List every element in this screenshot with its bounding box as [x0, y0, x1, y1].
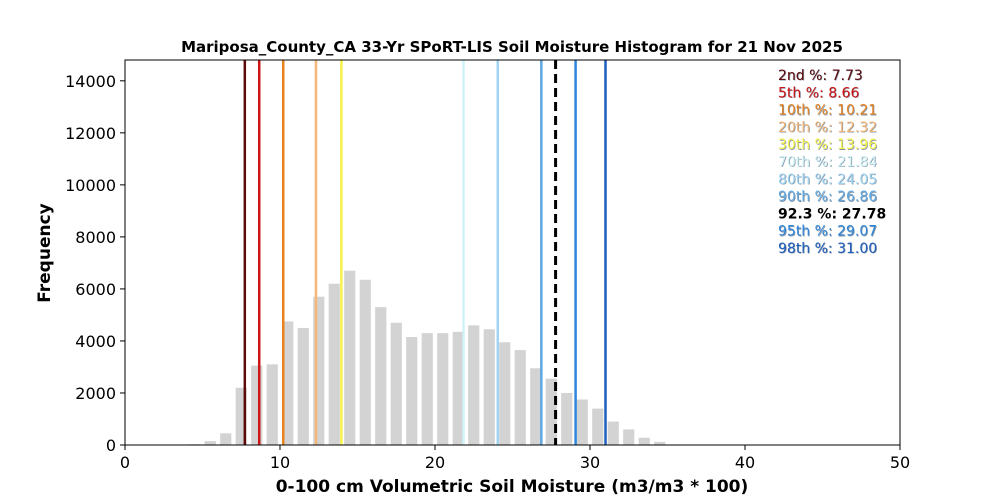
histogram-bar [452, 331, 464, 445]
y-tick-label: 6000 [75, 280, 116, 299]
legend-entry-shadow: 95th %: 29.07 [779, 224, 878, 240]
x-tick-label: 0 [120, 453, 130, 472]
x-tick-label: 30 [580, 453, 600, 472]
legend-entry-label: 90th %: 26.86 [778, 189, 877, 205]
legend-entry-shadow: 70th %: 21.84 [779, 155, 878, 171]
y-tick-label: 12000 [65, 124, 116, 143]
legend-entry-label: 80th %: 24.05 [778, 172, 877, 188]
legend-entry-label: 95th %: 29.07 [778, 224, 877, 240]
histogram-bar [344, 270, 356, 445]
histogram-bar [313, 296, 325, 445]
histogram-bar [328, 283, 340, 445]
plot-frame [124, 59, 901, 446]
x-tick-label: 50 [890, 453, 910, 472]
histogram-bar [390, 322, 402, 445]
legend-entry-shadow: 2nd %: 7.73 [779, 69, 864, 85]
legend-entry-label: 2nd %: 7.73 [778, 68, 863, 84]
histogram-bar [220, 433, 232, 445]
legend-entry-shadow: 5th %: 8.66 [779, 86, 860, 102]
bars-layer [189, 270, 681, 445]
legend-entry-shadow: 98th %: 31.00 [779, 242, 878, 258]
legend-entry-shadow: 20th %: 12.32 [779, 121, 878, 137]
histogram-bar [359, 279, 371, 445]
histogram-bar [375, 307, 387, 445]
legend-entry-label: 10th %: 10.21 [778, 103, 877, 119]
histogram-bar [421, 333, 433, 445]
x-tick-label: 10 [270, 453, 290, 472]
y-axis-label: Frequency [35, 203, 55, 303]
legend-entry-label: 20th %: 12.32 [778, 120, 877, 136]
histogram-bar [654, 441, 666, 445]
histogram-bar [514, 350, 526, 445]
y-axis: 0 2000 4000 6000 8000 10000 12000 14000 [65, 72, 125, 455]
histogram-bar [499, 342, 511, 445]
histogram-bar [607, 421, 619, 445]
legend-entry-label: 70th %: 21.84 [778, 155, 877, 171]
x-axis: 0 10 20 30 40 50 [120, 445, 910, 472]
histogram-bar [251, 365, 263, 445]
histogram-bar [204, 441, 216, 445]
legend-entry-label: 98th %: 31.00 [778, 241, 877, 257]
y-tick-label: 10000 [65, 176, 116, 195]
histogram-bar [297, 327, 309, 445]
y-tick-label: 8000 [75, 228, 116, 247]
histogram-bar [282, 321, 294, 445]
percentile-lines-layer [243, 60, 607, 445]
legend-entry-label: 30th %: 13.96 [778, 137, 877, 153]
legend-entry-shadow: 30th %: 13.96 [779, 138, 878, 154]
histogram-bar [437, 333, 449, 445]
x-tick-label: 20 [425, 453, 445, 472]
chart-title: Mariposa_County_CA 33-Yr SPoRT-LIS Soil … [181, 38, 843, 56]
y-tick-label: 0 [106, 436, 116, 455]
legend-entry-label: 5th %: 8.66 [778, 85, 859, 101]
histogram-bar [545, 378, 557, 445]
legend-entry-shadow: 90th %: 26.86 [779, 190, 878, 206]
histogram-bar [530, 368, 542, 445]
histogram-bar [592, 408, 604, 445]
histogram-bar [483, 329, 495, 445]
histogram-bar [406, 337, 418, 445]
histogram-bar [468, 325, 480, 445]
histogram-bar [561, 392, 573, 445]
x-axis-label: 0-100 cm Volumetric Soil Moisture (m3/m3… [276, 477, 749, 497]
histogram-bar [266, 364, 278, 445]
histogram-bar [576, 399, 588, 445]
x-tick-label: 40 [735, 453, 755, 472]
y-tick-label: 2000 [75, 384, 116, 403]
histogram-bar [638, 437, 650, 445]
y-tick-label: 14000 [65, 72, 116, 91]
legend-entry-shadow: 80th %: 24.05 [779, 173, 878, 189]
y-tick-label: 4000 [75, 332, 116, 351]
histogram-bar [623, 429, 635, 445]
histogram-bar [235, 387, 247, 445]
legend-entry-shadow: 10th %: 10.21 [779, 103, 878, 119]
legend-entry-label: 92.3 %: 27.78 [778, 206, 886, 222]
